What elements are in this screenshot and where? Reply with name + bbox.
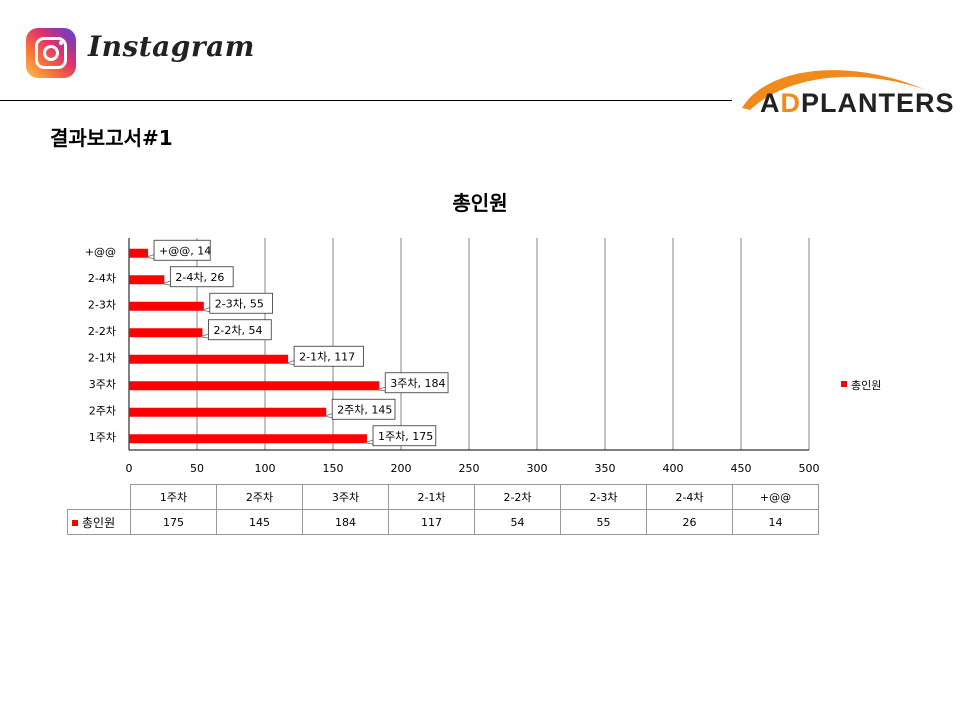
- callout-box: [209, 292, 274, 314]
- table-header-cell: 1주차: [130, 484, 217, 510]
- table-row-header: 총인원: [67, 509, 131, 535]
- legend-swatch: [841, 381, 847, 387]
- callout-box: [153, 239, 211, 261]
- table-header-cell: 2주차: [216, 484, 303, 510]
- table-value-cell: 54: [474, 509, 561, 535]
- table-value-cell: 55: [560, 509, 647, 535]
- table-value-cell: 184: [302, 509, 389, 535]
- table-header-cell: 2-4차: [646, 484, 733, 510]
- instagram-wordmark: Instagram: [88, 30, 255, 63]
- table-value-cell: 14: [732, 509, 819, 535]
- page-title: 결과보고서#1: [50, 126, 173, 150]
- callout-box: [331, 398, 396, 420]
- bar-2: [129, 381, 380, 391]
- bar-7: [129, 248, 149, 258]
- brand-rest: PLANTERS: [801, 88, 955, 118]
- callout-box: [372, 425, 437, 447]
- brand-prefix-a: A: [760, 88, 781, 118]
- x-tick-label: 50: [190, 462, 204, 475]
- table-value-cell: 145: [216, 509, 303, 535]
- data-label: 1주차, 175: [378, 430, 433, 443]
- x-tick-label: 500: [799, 462, 820, 475]
- callout-box: [384, 372, 449, 394]
- chart-title: 총인원: [452, 191, 507, 215]
- header-divider: [0, 100, 732, 101]
- x-tick-label: 100: [255, 462, 276, 475]
- y-tick-label: 1주차: [89, 431, 116, 444]
- x-tick-label: 400: [663, 462, 684, 475]
- bar-4: [129, 328, 203, 338]
- data-label: 2-4차, 26: [175, 271, 224, 284]
- legend-label: 총인원: [851, 379, 881, 392]
- table-value-cell: 175: [130, 509, 217, 535]
- brand-prefix-d: D: [780, 88, 801, 118]
- data-label: 2주차, 145: [337, 403, 392, 416]
- bar-1: [129, 407, 327, 417]
- x-tick-label: 250: [459, 462, 480, 475]
- table-header-cell: 2-1차: [388, 484, 475, 510]
- bar-3: [129, 354, 289, 364]
- data-label: 2-2차, 54: [213, 324, 262, 337]
- adplanters-swoosh-icon: [742, 70, 926, 110]
- y-tick-label: 2-3차: [88, 298, 116, 311]
- callout-box: [169, 266, 234, 288]
- legend-swatch-table: [72, 520, 78, 526]
- bar-0: [129, 434, 367, 444]
- instagram-logo-icon: [26, 28, 76, 78]
- bar-6: [129, 275, 165, 285]
- y-tick-label: 2-2차: [88, 325, 116, 338]
- table-header-cell: +@@: [732, 484, 819, 510]
- data-label: +@@, 14: [159, 244, 211, 257]
- callout-box: [293, 345, 364, 367]
- table-value-cell: 117: [388, 509, 475, 535]
- table-header-cell: 2-2차: [474, 484, 561, 510]
- callout-box: [208, 319, 272, 341]
- table-value-cell: 26: [646, 509, 733, 535]
- adplanters-logo: ADPLANTERS: [760, 88, 955, 119]
- x-tick-label: 200: [391, 462, 412, 475]
- x-tick-label: 450: [731, 462, 752, 475]
- data-table: 1주차 2주차 3주차 2-1차 2-2차 2-3차 2-4차 +@@ 총인원 175 145 1…: [67, 484, 819, 535]
- table-series-name: 총인원: [82, 515, 116, 530]
- bar-5: [129, 301, 204, 311]
- data-label: 2-3차, 55: [215, 297, 264, 310]
- data-label: 2-1차, 117: [299, 350, 355, 363]
- y-tick-label: +@@: [85, 245, 116, 258]
- y-tick-label: 2주차: [89, 404, 116, 417]
- y-tick-label: 3주차: [89, 378, 116, 391]
- x-tick-label: 300: [527, 462, 548, 475]
- x-tick-label: 0: [126, 462, 133, 475]
- data-label: 3주차, 184: [390, 377, 445, 390]
- table-header-cell: 3주차: [302, 484, 389, 510]
- y-tick-label: 2-4차: [88, 272, 116, 285]
- table-corner: [68, 485, 131, 510]
- table-header-cell: 2-3차: [560, 484, 647, 510]
- y-tick-label: 2-1차: [88, 351, 116, 364]
- x-tick-label: 350: [595, 462, 616, 475]
- x-tick-label: 150: [323, 462, 344, 475]
